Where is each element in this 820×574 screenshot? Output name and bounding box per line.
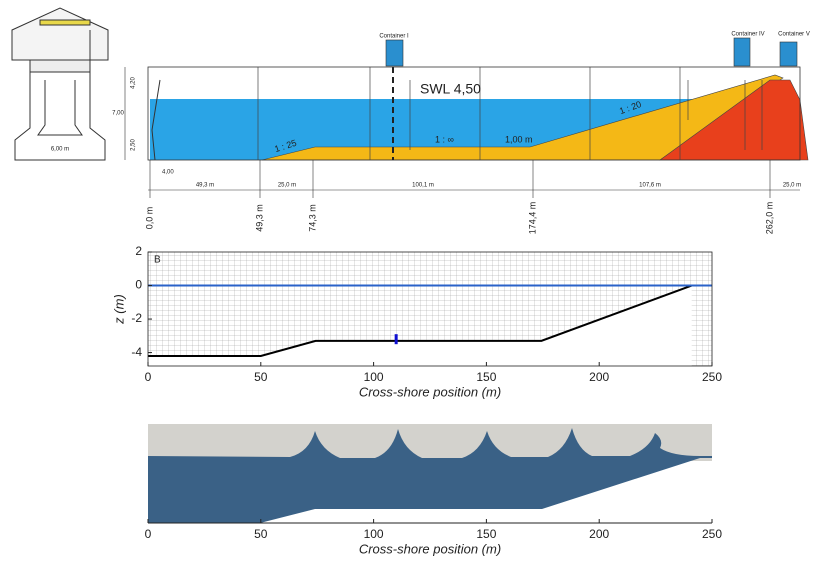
station-label: 262,0 m — [764, 202, 774, 235]
segment-label: 107,6 m — [639, 183, 661, 189]
y-axis-label: z (m) — [111, 294, 126, 325]
wave-snapshot — [148, 424, 712, 523]
y-tick-label: -4 — [131, 345, 142, 359]
x-tick-label: 200 — [589, 370, 609, 384]
segment-label: 25,0 m — [783, 183, 801, 189]
height-label: 2,50 — [131, 139, 137, 151]
x-tick-label: 250 — [702, 370, 722, 384]
container-label: Container V — [778, 32, 810, 38]
y-tick-label: -2 — [131, 311, 142, 325]
segment-label: 25,0 m — [278, 183, 296, 189]
swl-label: SWL 4,50 — [420, 81, 481, 97]
figure: 6,00 m Container I Container IV Containe… — [0, 0, 820, 574]
x-tick-label: 100 — [364, 527, 384, 541]
probe-marker — [395, 334, 398, 344]
x-tick-label: 150 — [476, 370, 496, 384]
x-tick-label: 0 — [145, 370, 152, 384]
step-label: 1,00 m — [505, 134, 533, 144]
y-tick-label: 0 — [135, 278, 142, 292]
building-section — [12, 8, 108, 160]
slope-label: 1 : ∞ — [435, 134, 454, 144]
y-tick-label: 2 — [135, 244, 142, 258]
station-label: 49,3 m — [254, 204, 264, 232]
x-tick-label: 50 — [254, 370, 268, 384]
station-label: 74,3 m — [307, 204, 317, 232]
x-tick-label: 250 — [702, 527, 722, 541]
station-label: 174,4 m — [527, 202, 537, 235]
x-tick-label: 150 — [476, 527, 496, 541]
height-label: 7,00 — [112, 111, 124, 117]
height-label: 4,20 — [131, 77, 137, 89]
container-label: Container IV — [731, 32, 764, 38]
segment-label: 49,3 m — [196, 183, 214, 189]
panel-label: B — [154, 255, 161, 266]
offset-label: 4,00 — [162, 170, 174, 176]
building-width: 6,00 m — [51, 147, 69, 153]
x-axis-label: Cross-shore position (m) — [359, 384, 501, 399]
flume — [125, 38, 808, 198]
page: 6,00 m Container I Container IV Containe… — [0, 0, 820, 574]
x-tick-label: 0 — [145, 527, 152, 541]
x-axis-label: Cross-shore position (m) — [359, 541, 501, 556]
container-label: Container I — [379, 34, 409, 40]
x-tick-label: 200 — [589, 527, 609, 541]
x-tick-label: 50 — [254, 527, 268, 541]
segment-label: 100,1 m — [412, 183, 434, 189]
x-tick-label: 100 — [364, 370, 384, 384]
station-label: 0,0 m — [144, 207, 154, 230]
